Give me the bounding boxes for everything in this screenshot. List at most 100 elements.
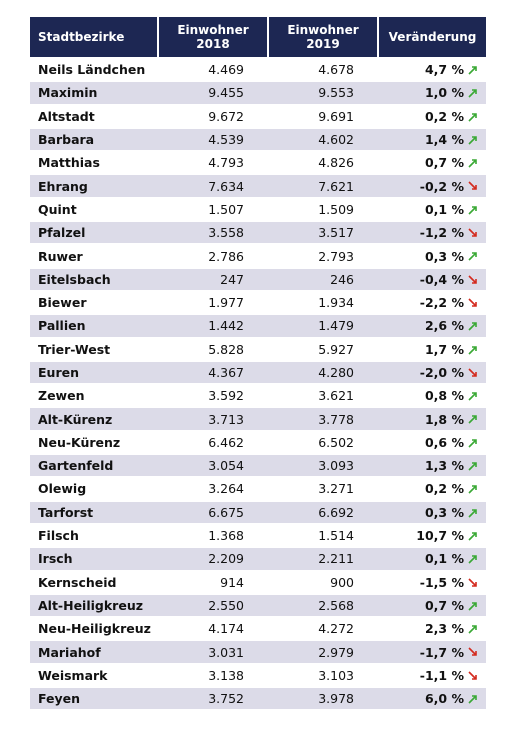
cell-text: 2.209 bbox=[208, 551, 244, 567]
table-cell: 1.934 bbox=[268, 289, 378, 315]
table-row: Alt-Heiligkreuz 2.550 2.568 0,7 % bbox=[30, 592, 486, 618]
table-cell: 6.502 bbox=[268, 429, 378, 455]
cell-text: 914 bbox=[220, 574, 244, 590]
table-cell: 5.927 bbox=[268, 336, 378, 361]
table-cell: -2,0 % bbox=[378, 359, 486, 385]
cell-text: 0,8 % bbox=[424, 388, 464, 404]
table-cell: 0,7 % bbox=[378, 150, 486, 175]
table-row: Filsch 1.368 1.514 10,7 % bbox=[30, 522, 486, 548]
table-cell: 7.634 bbox=[158, 173, 268, 198]
table-cell: 0,8 % bbox=[378, 383, 486, 408]
cell-text: 0,1 % bbox=[424, 551, 464, 567]
table-cell: 3.517 bbox=[268, 220, 378, 245]
arrow-down bbox=[468, 228, 477, 237]
table-cell: 1,7 % bbox=[378, 336, 486, 361]
cell-text: Mariahof bbox=[38, 644, 101, 660]
table-row: Biewer 1.977 1.934 -2,2 % bbox=[30, 289, 486, 315]
cell-text: 3.054 bbox=[208, 458, 244, 474]
table-cell: 6.675 bbox=[158, 499, 268, 524]
table-cell: Pfalzel bbox=[30, 220, 158, 245]
arrow-up bbox=[468, 136, 477, 145]
table-cell: Tarforst bbox=[30, 499, 158, 524]
table-cell: Ehrang bbox=[30, 173, 158, 198]
table-cell: 4.678 bbox=[268, 56, 378, 82]
cell-text: 2,6 % bbox=[424, 318, 464, 334]
table-cell: 3.592 bbox=[158, 383, 268, 408]
table-cell: Alt-Kürenz bbox=[30, 406, 158, 431]
cell-text: Neu-Kürenz bbox=[38, 434, 121, 450]
table-cell: 1.442 bbox=[158, 313, 268, 338]
table-cell: -1,7 % bbox=[378, 639, 486, 664]
cell-text: Weismark bbox=[38, 667, 108, 683]
cell-text: 1.509 bbox=[318, 201, 354, 217]
table-row: Barbara 4.539 4.602 1,4 % bbox=[30, 126, 486, 152]
arrow-up bbox=[468, 485, 477, 494]
cell-text: 3.138 bbox=[208, 667, 244, 683]
cell-text: 1.507 bbox=[208, 201, 244, 217]
arrow-up bbox=[468, 392, 477, 401]
table-cell: 3.031 bbox=[158, 639, 268, 664]
arrow-up bbox=[468, 112, 477, 122]
table-cell: Quint bbox=[30, 196, 158, 222]
cell-text: 9.691 bbox=[318, 108, 354, 124]
cell-text: 6.675 bbox=[208, 504, 244, 520]
cell-text: 1,8 % bbox=[424, 411, 464, 427]
cell-text: 3.093 bbox=[318, 458, 354, 474]
table-row: Alt-Kürenz 3.713 3.778 1,8 % bbox=[30, 406, 486, 431]
table-cell: Kernscheid bbox=[30, 569, 158, 594]
cell-text: 3.264 bbox=[208, 481, 244, 497]
cell-text: 2.979 bbox=[318, 644, 354, 660]
arrow-up bbox=[468, 532, 477, 541]
table-cell: Neu-Heiligkreuz bbox=[30, 616, 158, 641]
column-header: Einwohner 2018 bbox=[158, 17, 269, 58]
arrow-up bbox=[468, 322, 477, 331]
cell-text: Biewer bbox=[38, 295, 87, 311]
arrow-up bbox=[468, 462, 477, 471]
table-row: Mariahof 3.031 2.979 -1,7 % bbox=[30, 639, 486, 664]
table-row: Kernscheid 914 900 -1,5 % bbox=[30, 569, 486, 594]
table-cell: 7.621 bbox=[268, 173, 378, 198]
arrow-down bbox=[468, 368, 477, 377]
cell-text: Irsch bbox=[38, 551, 73, 567]
cell-text: 246 bbox=[330, 271, 354, 287]
table-cell: 9.553 bbox=[268, 80, 378, 105]
table-cell: 3.713 bbox=[158, 406, 268, 431]
arrow-up bbox=[468, 415, 477, 425]
table-row: Neils Ländchen 4.469 4.678 4,7 % bbox=[30, 56, 486, 82]
arrow-down bbox=[468, 275, 477, 284]
table-cell: 6.462 bbox=[158, 429, 268, 455]
cell-text: 1,4 % bbox=[424, 132, 464, 148]
table-cell: 4.826 bbox=[268, 150, 378, 175]
table-cell: 2.209 bbox=[158, 546, 268, 571]
cell-text: -2,2 % bbox=[419, 295, 464, 311]
table-row: Tarforst 6.675 6.692 0,3 % bbox=[30, 499, 486, 524]
table-cell: Olewig bbox=[30, 476, 158, 501]
table-row: Trier-West 5.828 5.927 1,7 % bbox=[30, 336, 486, 361]
cell-text: Altstadt bbox=[38, 108, 95, 124]
table-cell: Eitelsbach bbox=[30, 266, 158, 291]
table-cell: Gartenfeld bbox=[30, 453, 158, 478]
table-header: Stadtbezirke Einwohner 2018 Einwohner 2019… bbox=[30, 17, 486, 58]
table-row: Maximin 9.455 9.553 1,0 % bbox=[30, 80, 486, 105]
table-row: Matthias 4.793 4.826 0,7 % bbox=[30, 150, 486, 175]
cell-text: Neils Ländchen bbox=[38, 62, 146, 78]
table-cell: 9.455 bbox=[158, 80, 268, 105]
table-cell: Euren bbox=[30, 359, 158, 385]
cell-text: 0,6 % bbox=[424, 434, 464, 450]
cell-text: 0,1 % bbox=[424, 201, 464, 217]
cell-text: 6.502 bbox=[318, 434, 354, 450]
table-cell: 4.280 bbox=[268, 359, 378, 385]
table-cell: 3.271 bbox=[268, 476, 378, 501]
table-cell: 2,6 % bbox=[378, 313, 486, 338]
table-cell: -2,2 % bbox=[378, 289, 486, 315]
cell-text: 900 bbox=[330, 574, 354, 590]
arrow-up bbox=[468, 345, 477, 355]
table-cell: 2,3 % bbox=[378, 616, 486, 641]
arrow-up bbox=[468, 602, 477, 611]
cell-text: 1,3 % bbox=[424, 458, 464, 474]
cell-text: 6.462 bbox=[208, 434, 244, 450]
cell-text: 4.272 bbox=[318, 621, 354, 637]
cell-text: -2,0 % bbox=[419, 365, 464, 380]
cell-text: 0,7 % bbox=[424, 597, 464, 613]
cell-text: 2.550 bbox=[208, 597, 244, 613]
